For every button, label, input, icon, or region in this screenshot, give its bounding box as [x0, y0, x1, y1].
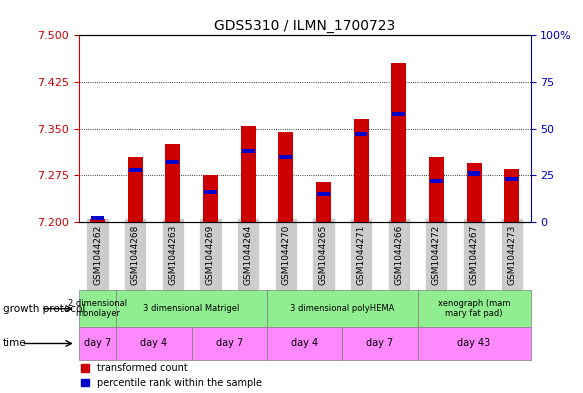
Text: xenograph (mam
mary fat pad): xenograph (mam mary fat pad) [438, 299, 510, 318]
Text: 3 dimensional Matrigel: 3 dimensional Matrigel [143, 304, 240, 313]
Text: day 7: day 7 [216, 338, 243, 349]
Bar [505, 177, 518, 181]
Bar [317, 192, 330, 196]
Bar [504, 169, 519, 222]
Bar [90, 219, 105, 222]
Bar [278, 132, 293, 222]
Bar [391, 63, 406, 222]
Bar [91, 216, 104, 220]
Bar [203, 175, 218, 222]
Bar [466, 163, 482, 222]
Text: 2 dimensional
monolayer: 2 dimensional monolayer [68, 299, 127, 318]
Text: time: time [3, 338, 27, 349]
Bar [353, 119, 368, 222]
Bar [129, 168, 142, 172]
Bar [128, 157, 143, 222]
Text: day 43: day 43 [458, 338, 491, 349]
Bar [392, 112, 405, 116]
Bar [316, 182, 331, 222]
Bar [429, 157, 444, 222]
Bar [166, 144, 180, 222]
Title: GDS5310 / ILMN_1700723: GDS5310 / ILMN_1700723 [214, 19, 395, 33]
Bar [242, 149, 255, 153]
Bar [166, 160, 179, 164]
Text: day 4: day 4 [291, 338, 318, 349]
Bar [279, 155, 292, 159]
Legend: transformed count, percentile rank within the sample: transformed count, percentile rank withi… [80, 363, 262, 388]
Text: day 7: day 7 [366, 338, 394, 349]
Bar [430, 179, 443, 183]
Bar [241, 126, 256, 222]
Bar [468, 171, 480, 176]
Text: 3 dimensional polyHEMA: 3 dimensional polyHEMA [290, 304, 395, 313]
Text: growth protocol: growth protocol [3, 304, 85, 314]
Text: day 7: day 7 [84, 338, 111, 349]
Text: day 4: day 4 [141, 338, 167, 349]
Bar [204, 190, 217, 194]
Bar [354, 132, 367, 136]
